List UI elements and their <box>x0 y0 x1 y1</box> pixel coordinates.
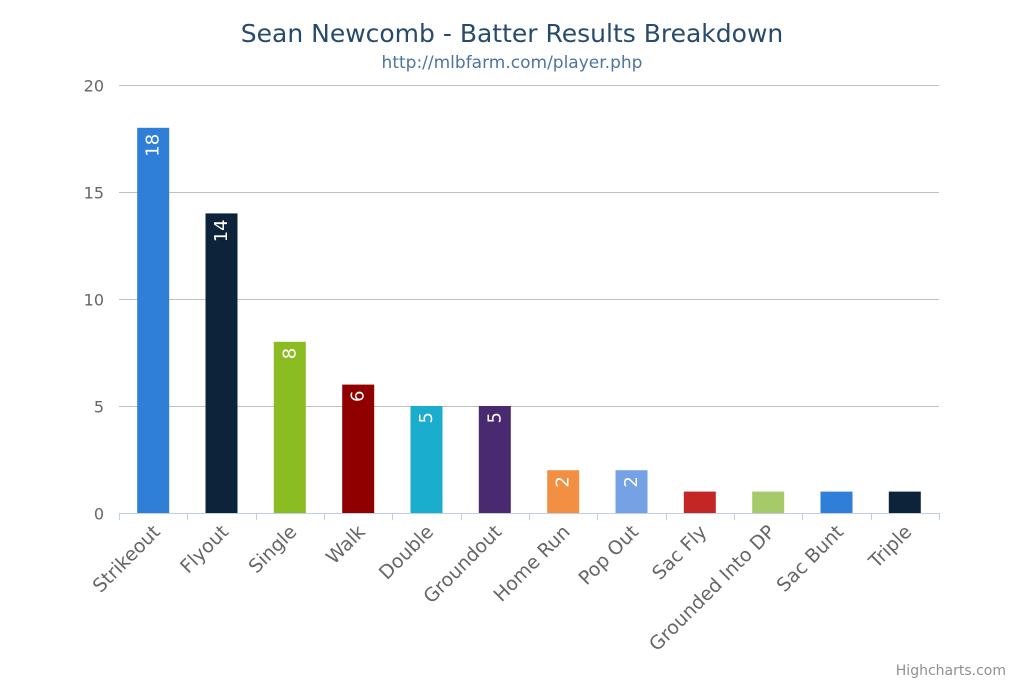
y-tick-label: 0 <box>94 505 104 524</box>
x-axis-labels: Strikeout Flyout Single Walk DoubleGroundout… <box>89 521 917 656</box>
chart-subtitle[interactable]: http://mlbfarm.com/player.php <box>382 53 643 73</box>
y-tick-label: 10 <box>84 291 104 310</box>
x-tick-label: Double <box>375 521 438 584</box>
x-tick-label: Strikeout <box>89 521 165 597</box>
bar-pop-out <box>615 470 648 513</box>
bar-strikeout <box>137 127 170 514</box>
bar-walk <box>342 384 375 513</box>
x-tick-label: Flyout <box>176 521 233 578</box>
x-tick-label: Grounded Into DP <box>645 521 780 656</box>
data-label: 8 <box>279 348 300 359</box>
credits-link[interactable]: Highcharts.com <box>896 663 1006 679</box>
data-label: 14 <box>211 219 232 242</box>
y-axis-labels: 0 5 10 15 20 <box>84 77 104 524</box>
data-labels: 18 14 8 6 5 5 2 2 <box>143 134 642 488</box>
y-tick-label: 15 <box>84 184 104 203</box>
x-tick-label: Sac Fly <box>648 521 711 584</box>
data-label: 2 <box>553 476 574 487</box>
data-label: 6 <box>348 391 369 402</box>
x-tick-label: Pop Out <box>574 521 643 590</box>
data-label: 5 <box>484 412 505 423</box>
x-tick-label: Triple <box>864 521 916 573</box>
bar-double <box>410 406 443 513</box>
y-tick-label: 5 <box>94 398 104 417</box>
x-tick-label: Sac Bunt <box>773 521 848 596</box>
bar-home-run <box>547 470 580 513</box>
y-tick-label: 20 <box>84 77 104 96</box>
bar-grounded-into-dp <box>752 491 785 513</box>
bar-triple <box>888 491 921 513</box>
bars <box>137 127 921 514</box>
data-label: 5 <box>416 412 437 423</box>
data-label: 2 <box>621 476 642 487</box>
x-axis <box>119 513 940 520</box>
gridlines <box>119 85 939 407</box>
x-tick-label: Single <box>244 521 301 578</box>
bar-flyout <box>205 213 238 513</box>
bar-groundout <box>478 406 511 513</box>
bar-sac-fly <box>683 491 716 513</box>
data-label: 18 <box>143 134 164 157</box>
chart-title: Sean Newcomb - Batter Results Breakdown <box>241 19 783 48</box>
x-tick-label: Walk <box>322 521 370 569</box>
bar-single <box>273 341 306 513</box>
bar-sac-bunt <box>820 491 853 513</box>
